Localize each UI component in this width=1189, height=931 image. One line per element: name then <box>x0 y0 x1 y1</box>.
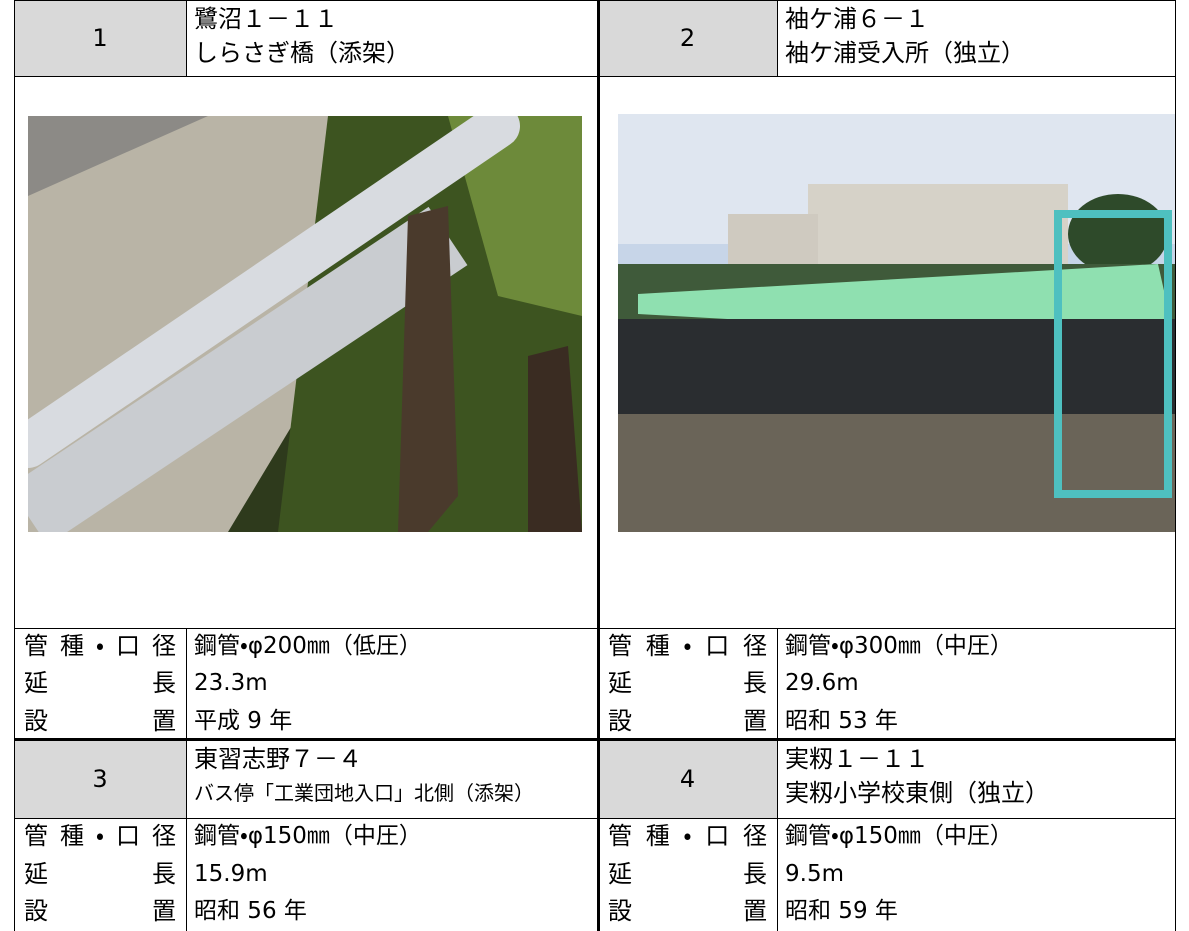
field-value: 29.6m <box>785 670 859 697</box>
site-name: しらさぎ橋（添架） <box>194 39 410 67</box>
rule <box>14 818 598 819</box>
field-label: 延長 <box>608 669 767 698</box>
entry-number: 4 <box>598 740 777 818</box>
field-label: 管種・口径 <box>608 822 767 850</box>
rule <box>1175 0 1176 931</box>
rule <box>14 0 15 931</box>
rule <box>598 76 1175 77</box>
rule <box>777 818 778 931</box>
photo-pipe-bridge-1 <box>28 116 582 532</box>
rule <box>777 0 778 76</box>
field-label: 設置 <box>24 897 176 926</box>
rule <box>14 738 1176 741</box>
rule <box>14 628 598 629</box>
field-label: 延長 <box>24 669 176 698</box>
address: 鷺沼１－１１ <box>194 5 338 33</box>
rule <box>186 0 187 76</box>
site-name: 実籾小学校東側（独立） <box>785 779 1049 807</box>
entry-heading: 袖ケ浦６－１ 袖ケ浦受入所（独立） <box>777 0 1175 76</box>
field-value: 鋼管・φ150㎜（中圧） <box>194 823 422 849</box>
field-value: 鋼管・φ200㎜（低圧） <box>194 633 422 659</box>
rule <box>14 0 1176 1</box>
field-label: 延長 <box>608 859 767 888</box>
field-value: 23.3m <box>194 670 268 697</box>
site-name: 袖ケ浦受入所（独立） <box>785 39 1025 67</box>
field-value: 9.5m <box>785 860 844 887</box>
entry-heading: 鷺沼１－１１ しらさぎ橋（添架） <box>186 0 598 76</box>
entry-heading: 実籾１－１１ 実籾小学校東側（独立） <box>777 740 1175 818</box>
field-label: 設置 <box>608 897 767 926</box>
rule <box>598 818 1175 819</box>
rule <box>186 628 187 740</box>
address: 実籾１－１１ <box>785 745 929 773</box>
field-value: 昭和 59 年 <box>785 898 898 925</box>
field-label: 設置 <box>608 706 767 735</box>
rule <box>597 0 600 931</box>
field-value: 平成 9 年 <box>194 707 293 734</box>
entry-number: 2 <box>598 0 777 76</box>
field-label: 管種・口径 <box>608 632 767 660</box>
field-value: 昭和 56 年 <box>194 898 307 925</box>
address: 袖ケ浦６－１ <box>785 5 929 33</box>
field-value: 15.9m <box>194 860 268 887</box>
rule <box>186 818 187 931</box>
entry-number: 3 <box>14 740 186 818</box>
site-name: バス停「工業団地入口」北側（添架） <box>194 781 534 805</box>
photo-pipe-bridge-2 <box>618 114 1176 532</box>
rule <box>14 76 598 77</box>
address: 東習志野７－４ <box>194 745 362 773</box>
field-value: 昭和 53 年 <box>785 707 898 734</box>
field-label: 管種・口径 <box>24 632 176 660</box>
rule <box>598 628 1175 629</box>
field-value: 鋼管・φ150㎜（中圧） <box>785 823 1013 849</box>
rule <box>777 628 778 740</box>
field-value: 鋼管・φ300㎜（中圧） <box>785 633 1013 659</box>
entry-number: 1 <box>14 0 186 76</box>
field-label: 設置 <box>24 706 176 735</box>
field-label: 延長 <box>24 859 176 888</box>
rule <box>777 740 778 818</box>
field-label: 管種・口径 <box>24 822 176 850</box>
rule <box>186 740 187 818</box>
entry-heading: 東習志野７－４ バス停「工業団地入口」北側（添架） <box>186 740 598 818</box>
